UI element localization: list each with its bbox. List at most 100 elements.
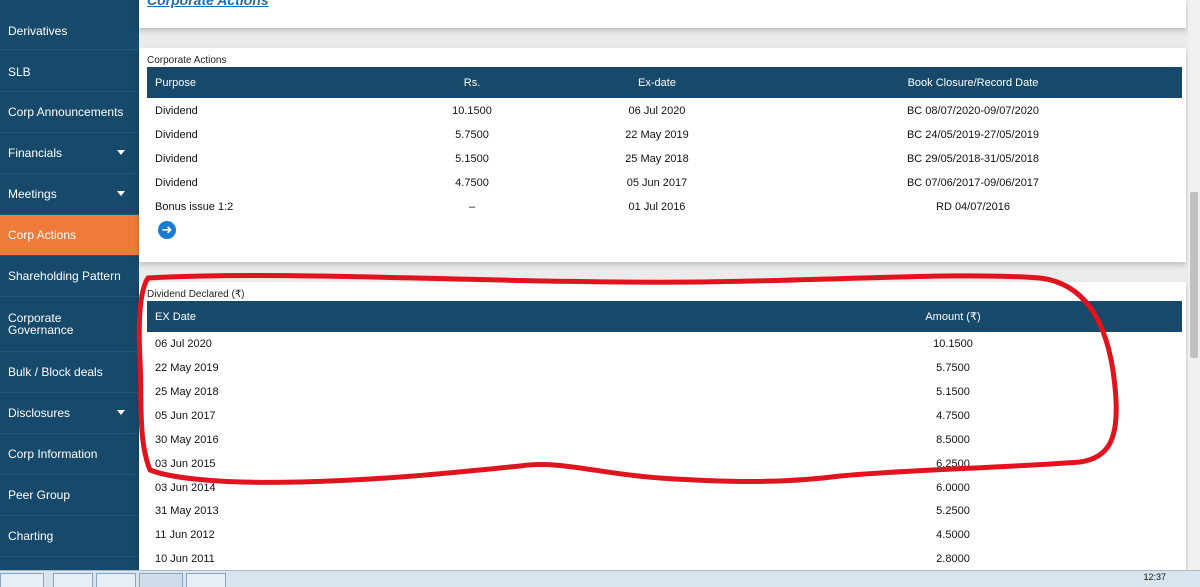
cell-amount: 5.2500 bbox=[936, 505, 970, 517]
sidebar-item-financials[interactable]: Financials bbox=[0, 133, 139, 174]
table-row: 31 May 2013 5.2500 bbox=[147, 499, 1182, 523]
cell-amount: 6.0000 bbox=[936, 482, 970, 494]
cell-book-closure: BC 08/07/2020-09/07/2020 bbox=[906, 105, 1040, 117]
cell-rs: 5.7500 bbox=[455, 129, 489, 141]
sidebar-item-label: SLB bbox=[8, 64, 31, 79]
column-header-purpose: Purpose bbox=[155, 76, 196, 89]
cell-purpose: Bonus issue 1:2 bbox=[155, 201, 234, 213]
column-header-exdate: Ex-date bbox=[638, 76, 676, 89]
cell-purpose: Dividend bbox=[155, 153, 198, 165]
cell-rs: – bbox=[468, 201, 476, 213]
column-header-amount: Amount (₹) bbox=[925, 311, 981, 323]
table-header: EX Date Amount (₹) bbox=[147, 301, 1182, 332]
cell-amount: 5.1500 bbox=[936, 386, 970, 398]
scrollbar-thumb[interactable] bbox=[1190, 192, 1198, 358]
cell-amount: 4.7500 bbox=[936, 410, 970, 422]
cell-exdate: 06 Jul 2020 bbox=[628, 105, 686, 117]
sidebar-item-disclosures[interactable]: Disclosures bbox=[0, 393, 139, 434]
sidebar-item-label: Financials bbox=[8, 146, 63, 160]
cell-amount: 5.7500 bbox=[936, 362, 970, 374]
taskbar-app-paint[interactable] bbox=[186, 573, 226, 587]
sidebar-item-label: Disclosures bbox=[8, 406, 71, 420]
cell-amount: 2.8000 bbox=[936, 553, 970, 565]
cell-purpose: Dividend bbox=[155, 105, 198, 117]
cell-book-closure: BC 29/05/2018-31/05/2018 bbox=[906, 153, 1040, 165]
cell-ex-date: 22 May 2019 bbox=[155, 362, 219, 374]
cell-book-closure: BC 24/05/2019-27/05/2019 bbox=[906, 129, 1040, 141]
cell-rs: 4.7500 bbox=[455, 177, 489, 189]
cell-ex-date: 05 Jun 2017 bbox=[155, 410, 216, 422]
arrow-right-circle-icon[interactable]: ➜ bbox=[158, 221, 176, 239]
sidebar-item-corporate-governance[interactable]: Corporate Governance bbox=[0, 297, 139, 352]
sidebar-item-derivatives[interactable]: Derivatives bbox=[0, 12, 139, 50]
sidebar-item-meetings[interactable]: Meetings bbox=[0, 174, 139, 215]
cell-book-closure: BC 07/06/2017-09/06/2017 bbox=[906, 177, 1040, 189]
table-row: 30 May 2016 8.5000 bbox=[147, 428, 1182, 452]
cell-purpose: Dividend bbox=[155, 129, 198, 141]
sidebar-item-charting[interactable]: Charting bbox=[0, 516, 139, 557]
sidebar-item-label: Derivatives bbox=[8, 23, 68, 38]
table-row: 06 Jul 2020 10.1500 bbox=[147, 332, 1182, 356]
column-header-ex-date: EX Date bbox=[155, 310, 196, 323]
panel-title: Dividend Declared (₹) bbox=[147, 289, 245, 300]
cell-exdate: 05 Jun 2017 bbox=[626, 177, 688, 189]
sidebar-item-shareholding-pattern[interactable]: Shareholding Pattern bbox=[0, 256, 139, 297]
start-button[interactable] bbox=[0, 573, 44, 587]
clock: 12:37 bbox=[1143, 572, 1166, 582]
chevron-down-icon bbox=[117, 150, 125, 155]
table-row: 03 Jun 2015 6.2500 bbox=[147, 452, 1182, 476]
corporate-actions-link[interactable]: Corporate Actions bbox=[147, 0, 269, 8]
cell-ex-date: 03 Jun 2014 bbox=[155, 482, 216, 494]
corporate-actions-panel: Corporate Actions Purpose Rs. Ex-date Bo… bbox=[139, 48, 1186, 262]
cell-ex-date: 06 Jul 2020 bbox=[155, 338, 212, 350]
taskbar-app-browser[interactable] bbox=[139, 573, 183, 587]
sidebar-item-corp-announcements[interactable]: Corp Announcements bbox=[0, 92, 139, 133]
column-header-book-closure: Book Closure/Record Date bbox=[907, 76, 1039, 89]
table-row: Dividend 5.7500 22 May 2019 BC 24/05/201… bbox=[147, 123, 1182, 147]
sidebar-item-label: Corp Information bbox=[8, 447, 98, 461]
sidebar-item-label: Meetings bbox=[8, 187, 57, 201]
sidebar-item-corp-actions[interactable]: Corp Actions bbox=[0, 215, 139, 256]
cell-book-closure: RD 04/07/2016 bbox=[936, 201, 1010, 213]
taskbar: 12:37 bbox=[0, 570, 1200, 587]
table-row: 25 May 2018 5.1500 bbox=[147, 380, 1182, 404]
sidebar-item-label: Shareholding Pattern bbox=[8, 269, 121, 283]
table-row: 10 Jun 2011 2.8000 bbox=[147, 547, 1182, 571]
cell-amount: 6.2500 bbox=[936, 458, 970, 470]
dividend-declared-panel: Dividend Declared (₹) EX Date Amount (₹)… bbox=[139, 282, 1186, 572]
taskbar-app-monitor[interactable] bbox=[53, 573, 93, 587]
taskbar-app-folder[interactable] bbox=[96, 573, 136, 587]
cell-ex-date: 25 May 2018 bbox=[155, 386, 219, 398]
sidebar-item-label: Peer Group bbox=[8, 488, 71, 502]
sidebar-item-slb[interactable]: SLB bbox=[0, 52, 139, 92]
cell-ex-date: 31 May 2013 bbox=[155, 505, 219, 517]
cell-ex-date: 10 Jun 2011 bbox=[155, 553, 215, 565]
sidebar: Derivatives SLB Corp Announcements Finan… bbox=[0, 0, 139, 570]
table-row: 22 May 2019 5.7500 bbox=[147, 356, 1182, 380]
cell-ex-date: 30 May 2016 bbox=[155, 434, 219, 446]
sidebar-item-label: Corp Announcements bbox=[8, 105, 124, 119]
table-row: Dividend 4.7500 05 Jun 2017 BC 07/06/201… bbox=[147, 171, 1182, 195]
column-header-rs: Rs. bbox=[463, 76, 481, 89]
cell-exdate: 01 Jul 2016 bbox=[628, 201, 686, 213]
cell-exdate: 22 May 2019 bbox=[625, 129, 689, 141]
cell-amount: 10.1500 bbox=[933, 338, 973, 350]
vertical-scrollbar[interactable] bbox=[1188, 0, 1200, 570]
table-header: Purpose Rs. Ex-date Book Closure/Record … bbox=[147, 67, 1182, 98]
table-row: Dividend 10.1500 06 Jul 2020 BC 08/07/20… bbox=[147, 99, 1182, 123]
cell-exdate: 25 May 2018 bbox=[625, 153, 689, 165]
sidebar-item-corp-information[interactable]: Corp Information bbox=[0, 434, 139, 475]
cell-amount: 8.5000 bbox=[936, 434, 970, 446]
table-row: 05 Jun 2017 4.7500 bbox=[147, 404, 1182, 428]
top-panel: Corporate Actions bbox=[139, 0, 1186, 28]
cell-rs: 5.1500 bbox=[455, 153, 489, 165]
cell-amount: 4.5000 bbox=[936, 529, 970, 541]
table-row: Bonus issue 1:2 – 01 Jul 2016 RD 04/07/2… bbox=[147, 195, 1182, 219]
sidebar-item-bulk-block-deals[interactable]: Bulk / Block deals bbox=[0, 352, 139, 393]
sidebar-item-label: Charting bbox=[8, 529, 54, 543]
cell-ex-date: 03 Jun 2015 bbox=[155, 458, 216, 470]
sidebar-item-peer-group[interactable]: Peer Group bbox=[0, 475, 139, 516]
panel-title: Corporate Actions bbox=[147, 55, 227, 66]
sidebar-item-label: Corporate Governance bbox=[8, 311, 74, 337]
table-row: 11 Jun 2012 4.5000 bbox=[147, 523, 1182, 547]
